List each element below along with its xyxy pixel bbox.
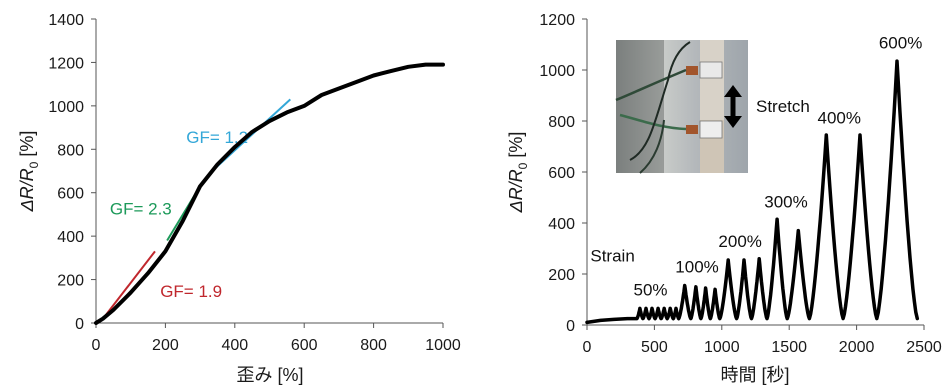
x-tick-label: 400 — [221, 337, 248, 354]
x-tick-label: 2000 — [839, 339, 875, 356]
y-tick-label: 400 — [57, 229, 84, 246]
x-tick-label: 1500 — [771, 339, 807, 356]
gauge-factor-label: GF= 1.2 — [186, 128, 248, 147]
y-tick-label: 1000 — [539, 63, 575, 80]
strain-level-label: 200% — [718, 232, 761, 251]
strain-chart: 0 200 400 600 800 1000 0 200 400 600 800 1000 1200 14… — [17, 12, 461, 385]
strain-response-line — [94, 62, 445, 325]
x-tick-label: 600 — [291, 337, 318, 354]
time-response-line — [585, 59, 920, 325]
x-axis-label: 時間 [秒] — [720, 365, 789, 385]
y-tick-label: 200 — [548, 267, 575, 284]
strain-level-label: 300% — [764, 193, 807, 212]
gauge-factor-fit-line — [103, 250, 156, 318]
y-tick-label: 600 — [57, 186, 84, 203]
strain-level-label: 400% — [818, 109, 861, 128]
gauge-factor-label: GF= 2.3 — [110, 199, 172, 218]
inset-label: Stretch — [756, 97, 810, 116]
y-axis-label: ΔR/R0 [%] — [506, 132, 530, 214]
inset-photo — [615, 40, 748, 174]
y-tick-label: 1200 — [539, 12, 575, 29]
y-axis-label: ΔR/R0 [%] — [17, 131, 41, 213]
x-tick-label: 800 — [360, 337, 387, 354]
x-tick-label: 2500 — [906, 339, 942, 356]
strain-level-label: 600% — [879, 33, 922, 52]
y-tick-label: 800 — [57, 142, 84, 159]
strain-level-label: 50% — [634, 281, 668, 300]
y-tick-label: 1000 — [48, 99, 84, 116]
x-tick-label: 200 — [152, 337, 179, 354]
y-tick-label: 400 — [548, 216, 575, 233]
x-tick-label: 500 — [641, 339, 668, 356]
x-tick-label: 0 — [92, 337, 101, 354]
strain-level-label: 100% — [675, 258, 718, 277]
gauge-factor-label: GF= 1.9 — [160, 282, 222, 301]
y-tick-label: 1200 — [48, 55, 84, 72]
y-tick-label: 200 — [57, 273, 84, 290]
y-tick-label: 1400 — [48, 12, 84, 29]
stretch-arrow-icon — [724, 85, 742, 128]
y-tick-label: 0 — [75, 316, 84, 333]
y-tick-label: 800 — [548, 114, 575, 131]
x-tick-label: 0 — [583, 339, 592, 356]
y-tick-label: 600 — [548, 165, 575, 182]
x-axis-label: 歪み [%] — [236, 365, 303, 385]
x-tick-label: 1000 — [704, 339, 740, 356]
x-tick-label: 1000 — [425, 337, 461, 354]
strain-level-label: Strain — [590, 246, 634, 265]
time-chart: 0 500 1000 1500 2000 2500 0 200 400 600 800 1000 120… — [506, 12, 942, 385]
y-tick-label: 0 — [566, 318, 575, 335]
